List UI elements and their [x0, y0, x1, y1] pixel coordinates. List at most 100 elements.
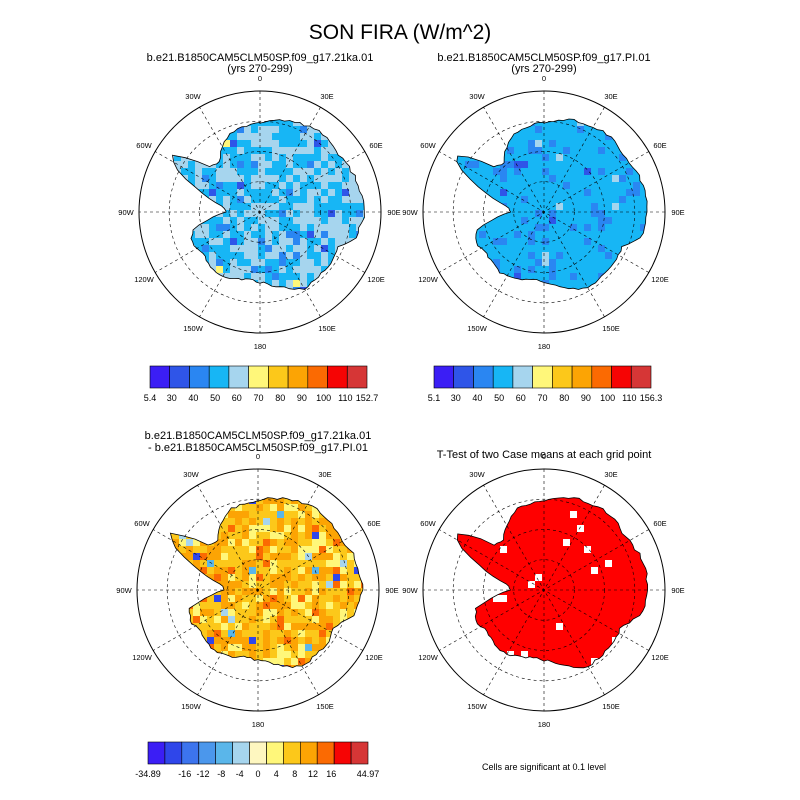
- field-cell: [626, 189, 634, 197]
- field-cell: [363, 329, 370, 336]
- field-cell: [437, 217, 444, 224]
- field-cell: [286, 210, 294, 218]
- field-cell: [472, 539, 480, 547]
- field-cell: [465, 665, 473, 668]
- field-cell: [221, 630, 229, 638]
- field-cell: [146, 238, 153, 245]
- field-cell: [605, 161, 613, 169]
- field-cell: [626, 91, 633, 98]
- field-cell: [619, 574, 627, 582]
- field-cell: [319, 679, 326, 686]
- field-cell: [640, 203, 648, 211]
- field-cell: [265, 105, 272, 112]
- field-cell: [312, 623, 320, 631]
- field-cell: [570, 315, 577, 322]
- field-cell: [307, 140, 315, 148]
- field-cell: [139, 294, 146, 301]
- field-cell: [584, 133, 592, 141]
- field-cell: [451, 693, 458, 700]
- field-cell: [251, 203, 259, 211]
- field-cell: [326, 595, 334, 603]
- field-cell: [514, 511, 522, 519]
- field-cell: [563, 490, 570, 497]
- field-cell: [465, 182, 473, 190]
- field-cell: [465, 196, 473, 204]
- field-cell: [584, 609, 592, 617]
- field-cell: [640, 154, 648, 162]
- field-cell: [528, 175, 536, 183]
- field-cell: [444, 623, 451, 630]
- field-cell: [270, 588, 278, 596]
- field-cell: [556, 616, 564, 624]
- field-cell: [375, 665, 382, 672]
- field-cell: [361, 469, 368, 476]
- field-cell: [263, 511, 271, 519]
- field-cell: [314, 287, 322, 290]
- field-cell: [423, 308, 430, 315]
- field-cell: [300, 308, 307, 315]
- field-cell: [284, 553, 292, 561]
- field-cell: [661, 700, 668, 707]
- field-cell: [200, 700, 207, 707]
- field-cell: [333, 658, 341, 666]
- field-cell: [284, 693, 291, 700]
- field-cell: [179, 511, 187, 519]
- longitude-label: 120W: [134, 275, 155, 284]
- field-cell: [528, 574, 536, 582]
- field-cell: [209, 259, 217, 267]
- field-cell: [563, 469, 570, 476]
- field-cell: [423, 119, 430, 126]
- field-cell: [172, 168, 175, 176]
- field-cell: [270, 595, 278, 603]
- field-cell: [144, 616, 151, 623]
- field-cell: [556, 147, 564, 155]
- longitude-label: 0: [258, 74, 262, 83]
- field-cell: [619, 259, 627, 267]
- field-cell: [514, 525, 522, 533]
- field-cell: [591, 126, 599, 134]
- field-cell: [237, 259, 245, 267]
- field-cell: [214, 665, 222, 668]
- field-cell: [209, 196, 217, 204]
- field-cell: [319, 665, 327, 668]
- field-cell: [342, 175, 350, 183]
- field-cell: [612, 658, 620, 666]
- field-cell: [507, 98, 514, 105]
- field-cell: [584, 140, 592, 148]
- field-cell: [377, 105, 384, 112]
- field-cell: [479, 490, 486, 497]
- field-cell: [377, 266, 384, 273]
- field-cell: [284, 609, 292, 617]
- field-cell: [228, 686, 235, 693]
- field-cell: [514, 273, 522, 281]
- field-cell: [584, 637, 592, 645]
- panels-group: b.e21.B1850CAM5CLM50SP.f09_g17.21ka.01(y…: [116, 52, 684, 772]
- field-cell: [277, 511, 285, 519]
- field-cell: [472, 651, 480, 659]
- field-cell: [570, 259, 578, 267]
- field-cell: [556, 126, 564, 134]
- field-cell: [249, 679, 256, 686]
- field-cell: [542, 175, 550, 183]
- field-cell: [305, 574, 313, 582]
- field-cell: [584, 175, 592, 183]
- field-cell: [188, 210, 196, 218]
- field-cell: [479, 287, 487, 290]
- field-cell: [507, 546, 515, 554]
- field-cell: [612, 140, 620, 148]
- field-cell: [363, 294, 370, 301]
- field-cell: [570, 693, 577, 700]
- field-cell: [298, 679, 305, 686]
- field-cell: [300, 196, 308, 204]
- field-cell: [507, 679, 514, 686]
- field-cell: [347, 686, 354, 693]
- field-cell: [542, 504, 550, 512]
- field-cell: [354, 693, 361, 700]
- field-cell: [347, 693, 354, 700]
- field-cell: [549, 308, 556, 315]
- field-cell: [556, 175, 564, 183]
- field-cell: [340, 665, 348, 668]
- field-cell: [228, 497, 236, 505]
- field-cell: [195, 154, 203, 162]
- field-cell: [321, 210, 329, 218]
